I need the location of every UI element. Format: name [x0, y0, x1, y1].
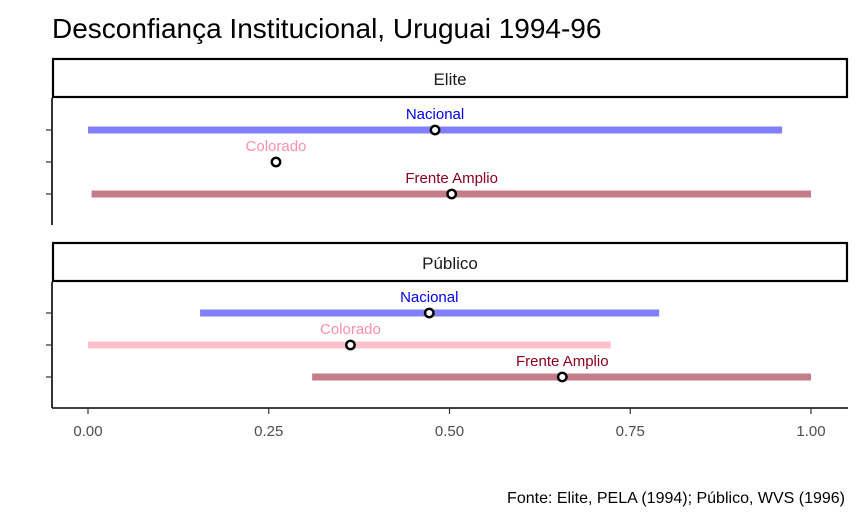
series-label: Nacional	[400, 289, 458, 306]
x-tick-label: 0.00	[73, 423, 102, 440]
x-tick-label: 0.50	[435, 423, 464, 440]
chart-title: Desconfiança Institucional, Uruguai 1994…	[52, 13, 601, 44]
series-label: Colorado	[246, 138, 307, 155]
series-label: Colorado	[320, 321, 381, 338]
panel-strip-label: Elite	[433, 70, 466, 89]
point-marker	[345, 339, 356, 351]
point-marker	[423, 307, 435, 319]
chart-caption: Fonte: Elite, PELA (1994); Público, WVS …	[507, 490, 845, 507]
point-marker	[556, 371, 568, 383]
panel-1: Elite Nacional Colorado Frente Amplio	[46, 57, 849, 225]
panel-strip-label: Público	[422, 254, 478, 273]
x-tick-label: 0.25	[254, 423, 283, 440]
x-tick-label: 0.75	[616, 423, 645, 440]
panel-strip	[51, 241, 849, 283]
series-label: Nacional	[406, 106, 464, 123]
series-label: Frente Amplio	[516, 353, 609, 370]
x-tick-label: 1.00	[796, 423, 825, 440]
point-marker	[446, 188, 458, 200]
x-axis: 0.00 0.25 0.50 0.75 1.00	[52, 407, 848, 440]
series-label: Frente Amplio	[405, 170, 498, 187]
point-marker	[429, 124, 441, 136]
panel-2: Público Nacional Colorado Frente Amplio	[46, 241, 849, 408]
point-marker	[270, 156, 282, 168]
panel-strip	[51, 57, 849, 99]
